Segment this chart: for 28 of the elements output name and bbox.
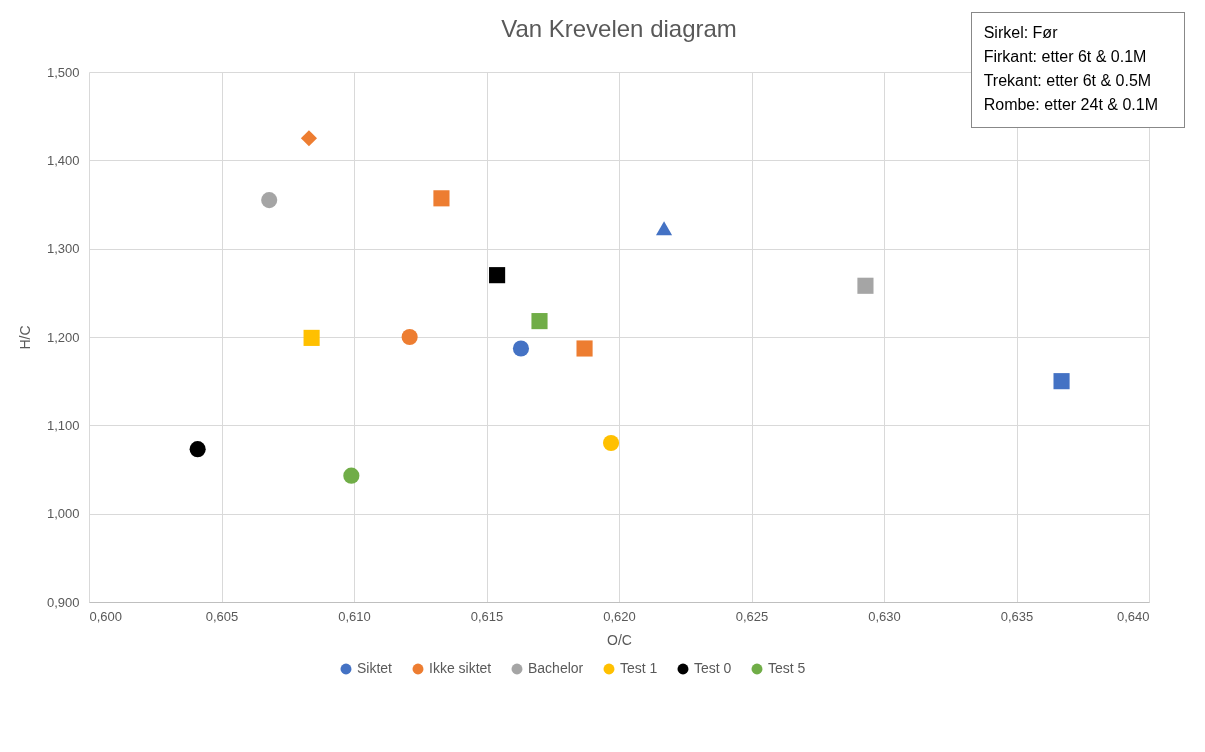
- x-tick-label: 0,625: [735, 608, 769, 624]
- note-box: Sirkel: Før Firkant: etter 6t & 0.1M Trekant: etter 6t & 0.5M Rombe: etter 24t & 0.1M: [970, 12, 1185, 128]
- y-axis-title: H/C: [16, 325, 33, 350]
- legend-label: Siktet: [357, 660, 393, 676]
- y-tick-label: 1,000: [46, 506, 80, 522]
- y-tick-label: 0,900: [46, 594, 80, 610]
- y-tick-label: 1,200: [46, 329, 80, 345]
- y-tick-label: 1,100: [46, 417, 80, 433]
- x-tick-label: 0,640: [1116, 608, 1150, 624]
- y-tick-label: 1,300: [46, 241, 80, 257]
- annotation: Rombe: etter 24t & 0.1M: [983, 95, 1158, 115]
- y-tick-label: 1,400: [46, 152, 80, 168]
- x-tick-label: 0,605: [205, 608, 239, 624]
- legend-label: Bachelor: [528, 660, 584, 676]
- annotation: Trekant: etter 6t & 0.5M: [983, 71, 1153, 91]
- chart-title: Van Krevelen diagram: [501, 15, 737, 42]
- x-tick-label: 0,610: [338, 608, 371, 624]
- legend-label: Test 5: [768, 660, 806, 676]
- legend-label: Test 1: [620, 660, 658, 676]
- legend-label: Test 0: [694, 660, 732, 676]
- x-tick-label: 0,615: [470, 608, 504, 624]
- x-axis-title: O/C: [607, 631, 632, 648]
- x-tick-label: 0,635: [1000, 608, 1034, 624]
- x-tick-label: 0,630: [868, 608, 901, 624]
- x-tick-label: 0,600: [89, 608, 123, 624]
- legend-label: Ikke siktet: [429, 660, 492, 676]
- x-tick-label: 0,620: [603, 608, 636, 624]
- y-tick-label: 1,500: [46, 64, 80, 80]
